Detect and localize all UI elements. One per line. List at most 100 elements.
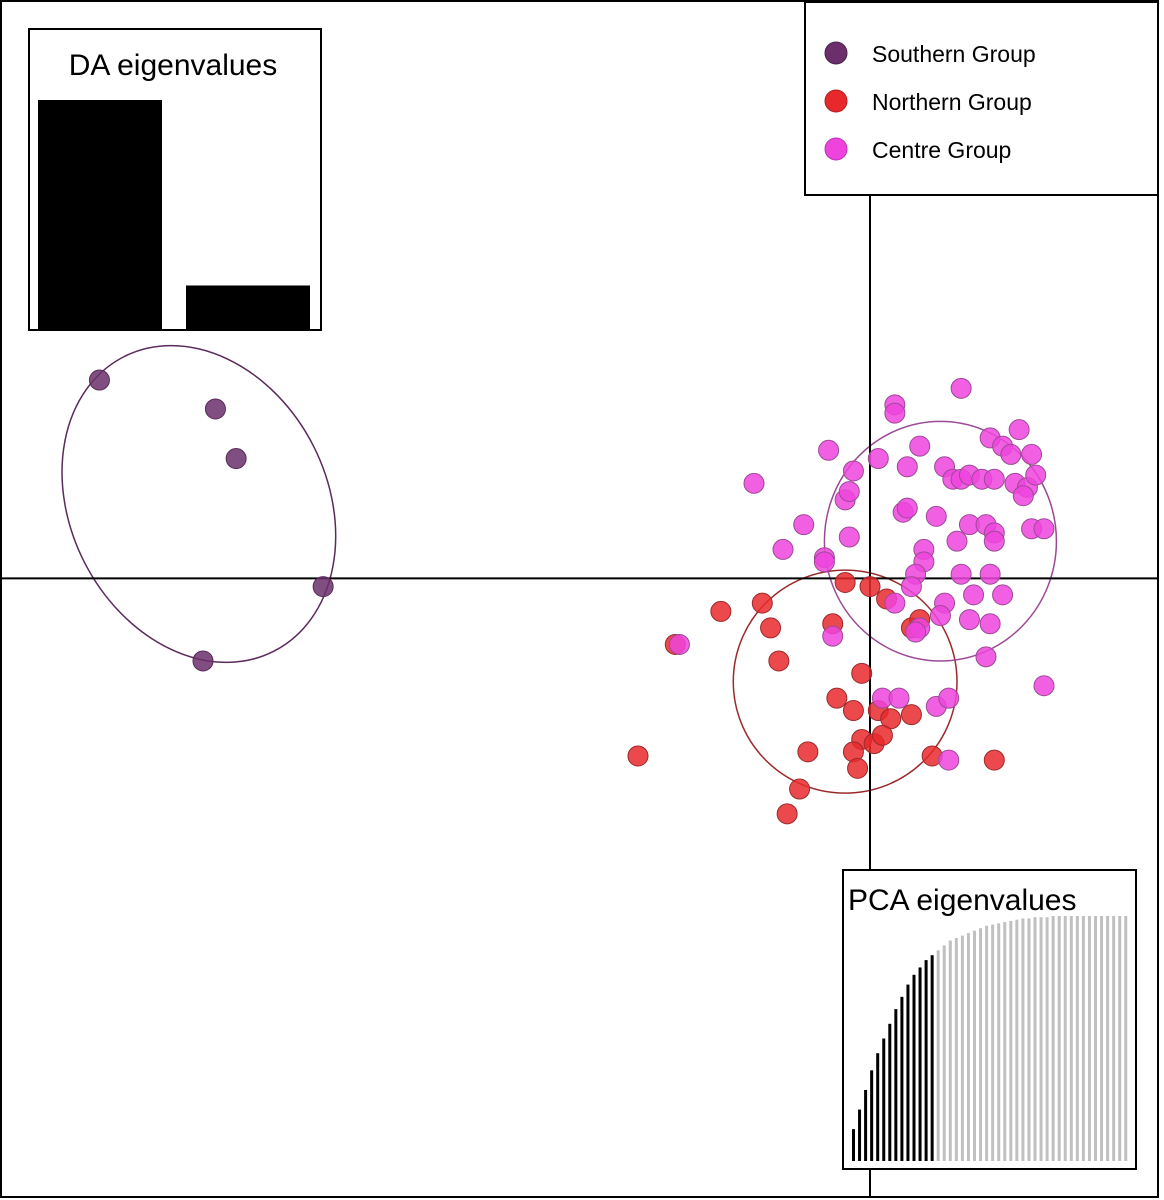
point-centre-group-18 [983, 468, 1005, 490]
point-northern-group-24 [789, 778, 811, 800]
pca-bar-1 [852, 1129, 855, 1161]
pca-bar-28 [1015, 919, 1019, 1161]
pca-bar-33 [1045, 917, 1049, 1161]
pca-bar-15 [936, 950, 940, 1161]
pca-bar-45 [1118, 916, 1122, 1161]
pca-bar-36 [1063, 916, 1067, 1161]
point-northern-group-10 [851, 662, 873, 684]
pca-bar-27 [1009, 920, 1013, 1161]
ellipse-southern-group [61, 344, 337, 664]
point-centre-group-59 [888, 687, 910, 709]
legend-marker-southern [824, 41, 848, 65]
legend-label-southern: Southern Group [872, 41, 1036, 67]
pca-bar-14 [930, 955, 934, 1161]
pca-bar-7 [888, 1023, 892, 1161]
point-northern-group-7 [751, 592, 773, 614]
pca-bar-35 [1057, 916, 1061, 1161]
point-centre-group-3 [1008, 419, 1030, 441]
point-southern-group-3 [312, 576, 334, 598]
pca-bar-13 [924, 960, 928, 1161]
point-centre-group-41 [813, 551, 835, 573]
pca-bar-25 [997, 923, 1001, 1161]
point-centre-group-62 [1033, 675, 1055, 697]
point-centre-group-56 [668, 633, 690, 655]
da-bar-2 [186, 285, 310, 329]
pca-bar-32 [1039, 917, 1043, 1161]
scatter-points [88, 369, 1055, 825]
legend: Southern Group Northern Group Centre Gro… [804, 1, 1159, 196]
pca-bar-37 [1069, 916, 1073, 1161]
point-centre-group-64 [884, 592, 906, 614]
ellipse-northern-group [732, 569, 958, 794]
ellipse-centre-group [823, 420, 1058, 662]
point-centre-group-54 [979, 613, 1001, 635]
point-southern-group-2 [225, 448, 247, 470]
point-centre-group-35 [838, 526, 860, 548]
point-northern-group-1 [859, 576, 881, 598]
point-northern-group-15 [900, 704, 922, 726]
point-northern-group-26 [627, 745, 649, 767]
point-centre-group-50 [929, 605, 951, 627]
da-eigenvalues-inset: DA eigenvalues [28, 28, 322, 331]
point-centre-group-55 [822, 625, 844, 647]
point-centre-group-28 [925, 505, 947, 527]
pca-bar-30 [1027, 918, 1031, 1161]
pca-bar-26 [1003, 922, 1007, 1161]
point-northern-group-18 [871, 724, 893, 746]
pca-bar-3 [864, 1089, 868, 1161]
point-centre-group-45 [979, 563, 1001, 585]
pca-bar-12 [918, 967, 922, 1161]
pca-bar-20 [966, 933, 970, 1161]
point-centre-group-51 [958, 609, 980, 631]
pca-bar-10 [906, 984, 910, 1161]
point-southern-group-0 [88, 369, 110, 391]
pca-bar-22 [979, 928, 983, 1161]
legend-label-centre: Centre Group [872, 137, 1011, 163]
pca-bar-2 [858, 1109, 862, 1161]
point-centre-group-61 [938, 687, 960, 709]
point-centre-group-57 [975, 646, 997, 668]
point-northern-group-25 [776, 803, 798, 825]
point-centre-group-11 [842, 460, 864, 482]
point-centre-group-37 [946, 530, 968, 552]
point-centre-group-9 [818, 439, 840, 461]
pca-bar-34 [1051, 916, 1055, 1161]
pca-bar-38 [1075, 916, 1079, 1161]
pca-bar-43 [1106, 916, 1110, 1161]
legend-box [804, 1, 1159, 196]
legend-marker-centre [824, 137, 848, 161]
pca-bar-5 [876, 1053, 880, 1161]
pca-bar-29 [1021, 918, 1025, 1161]
legend-marker-northern [824, 89, 848, 113]
da-inset-title: DA eigenvalues [69, 49, 277, 82]
legend-label-northern: Northern Group [872, 89, 1032, 115]
point-centre-group-63 [938, 749, 960, 771]
pca-bar-18 [954, 938, 958, 1161]
group-ellipses [61, 344, 1058, 794]
point-centre-group-22 [1012, 485, 1034, 507]
point-centre-group-10 [867, 448, 889, 470]
pca-bar-17 [948, 940, 952, 1161]
point-northern-group-0 [834, 571, 856, 593]
pca-bar-41 [1094, 916, 1097, 1161]
pca-bar-16 [942, 945, 946, 1161]
point-centre-group-12 [896, 456, 918, 478]
pca-bar-23 [985, 925, 989, 1161]
pca-bar-42 [1100, 916, 1104, 1161]
point-centre-group-7 [1000, 443, 1022, 465]
pca-bar-40 [1087, 916, 1091, 1161]
pca-bar-9 [900, 996, 904, 1161]
pca-eigenvalue-bars [852, 916, 1128, 1161]
pca-bar-46 [1124, 916, 1128, 1161]
point-northern-group-8 [710, 600, 732, 622]
pca-inset-box [842, 869, 1137, 1170]
point-northern-group-20 [797, 741, 819, 763]
pca-bar-31 [1033, 917, 1037, 1161]
point-centre-group-38 [983, 530, 1005, 552]
point-northern-group-9 [768, 650, 790, 672]
point-centre-group-2 [884, 402, 906, 424]
pca-bar-4 [870, 1070, 874, 1161]
point-centre-group-44 [950, 563, 972, 585]
pca-inset-title: PCA eigenvalues [848, 884, 1077, 917]
point-centre-group-49 [992, 584, 1014, 606]
